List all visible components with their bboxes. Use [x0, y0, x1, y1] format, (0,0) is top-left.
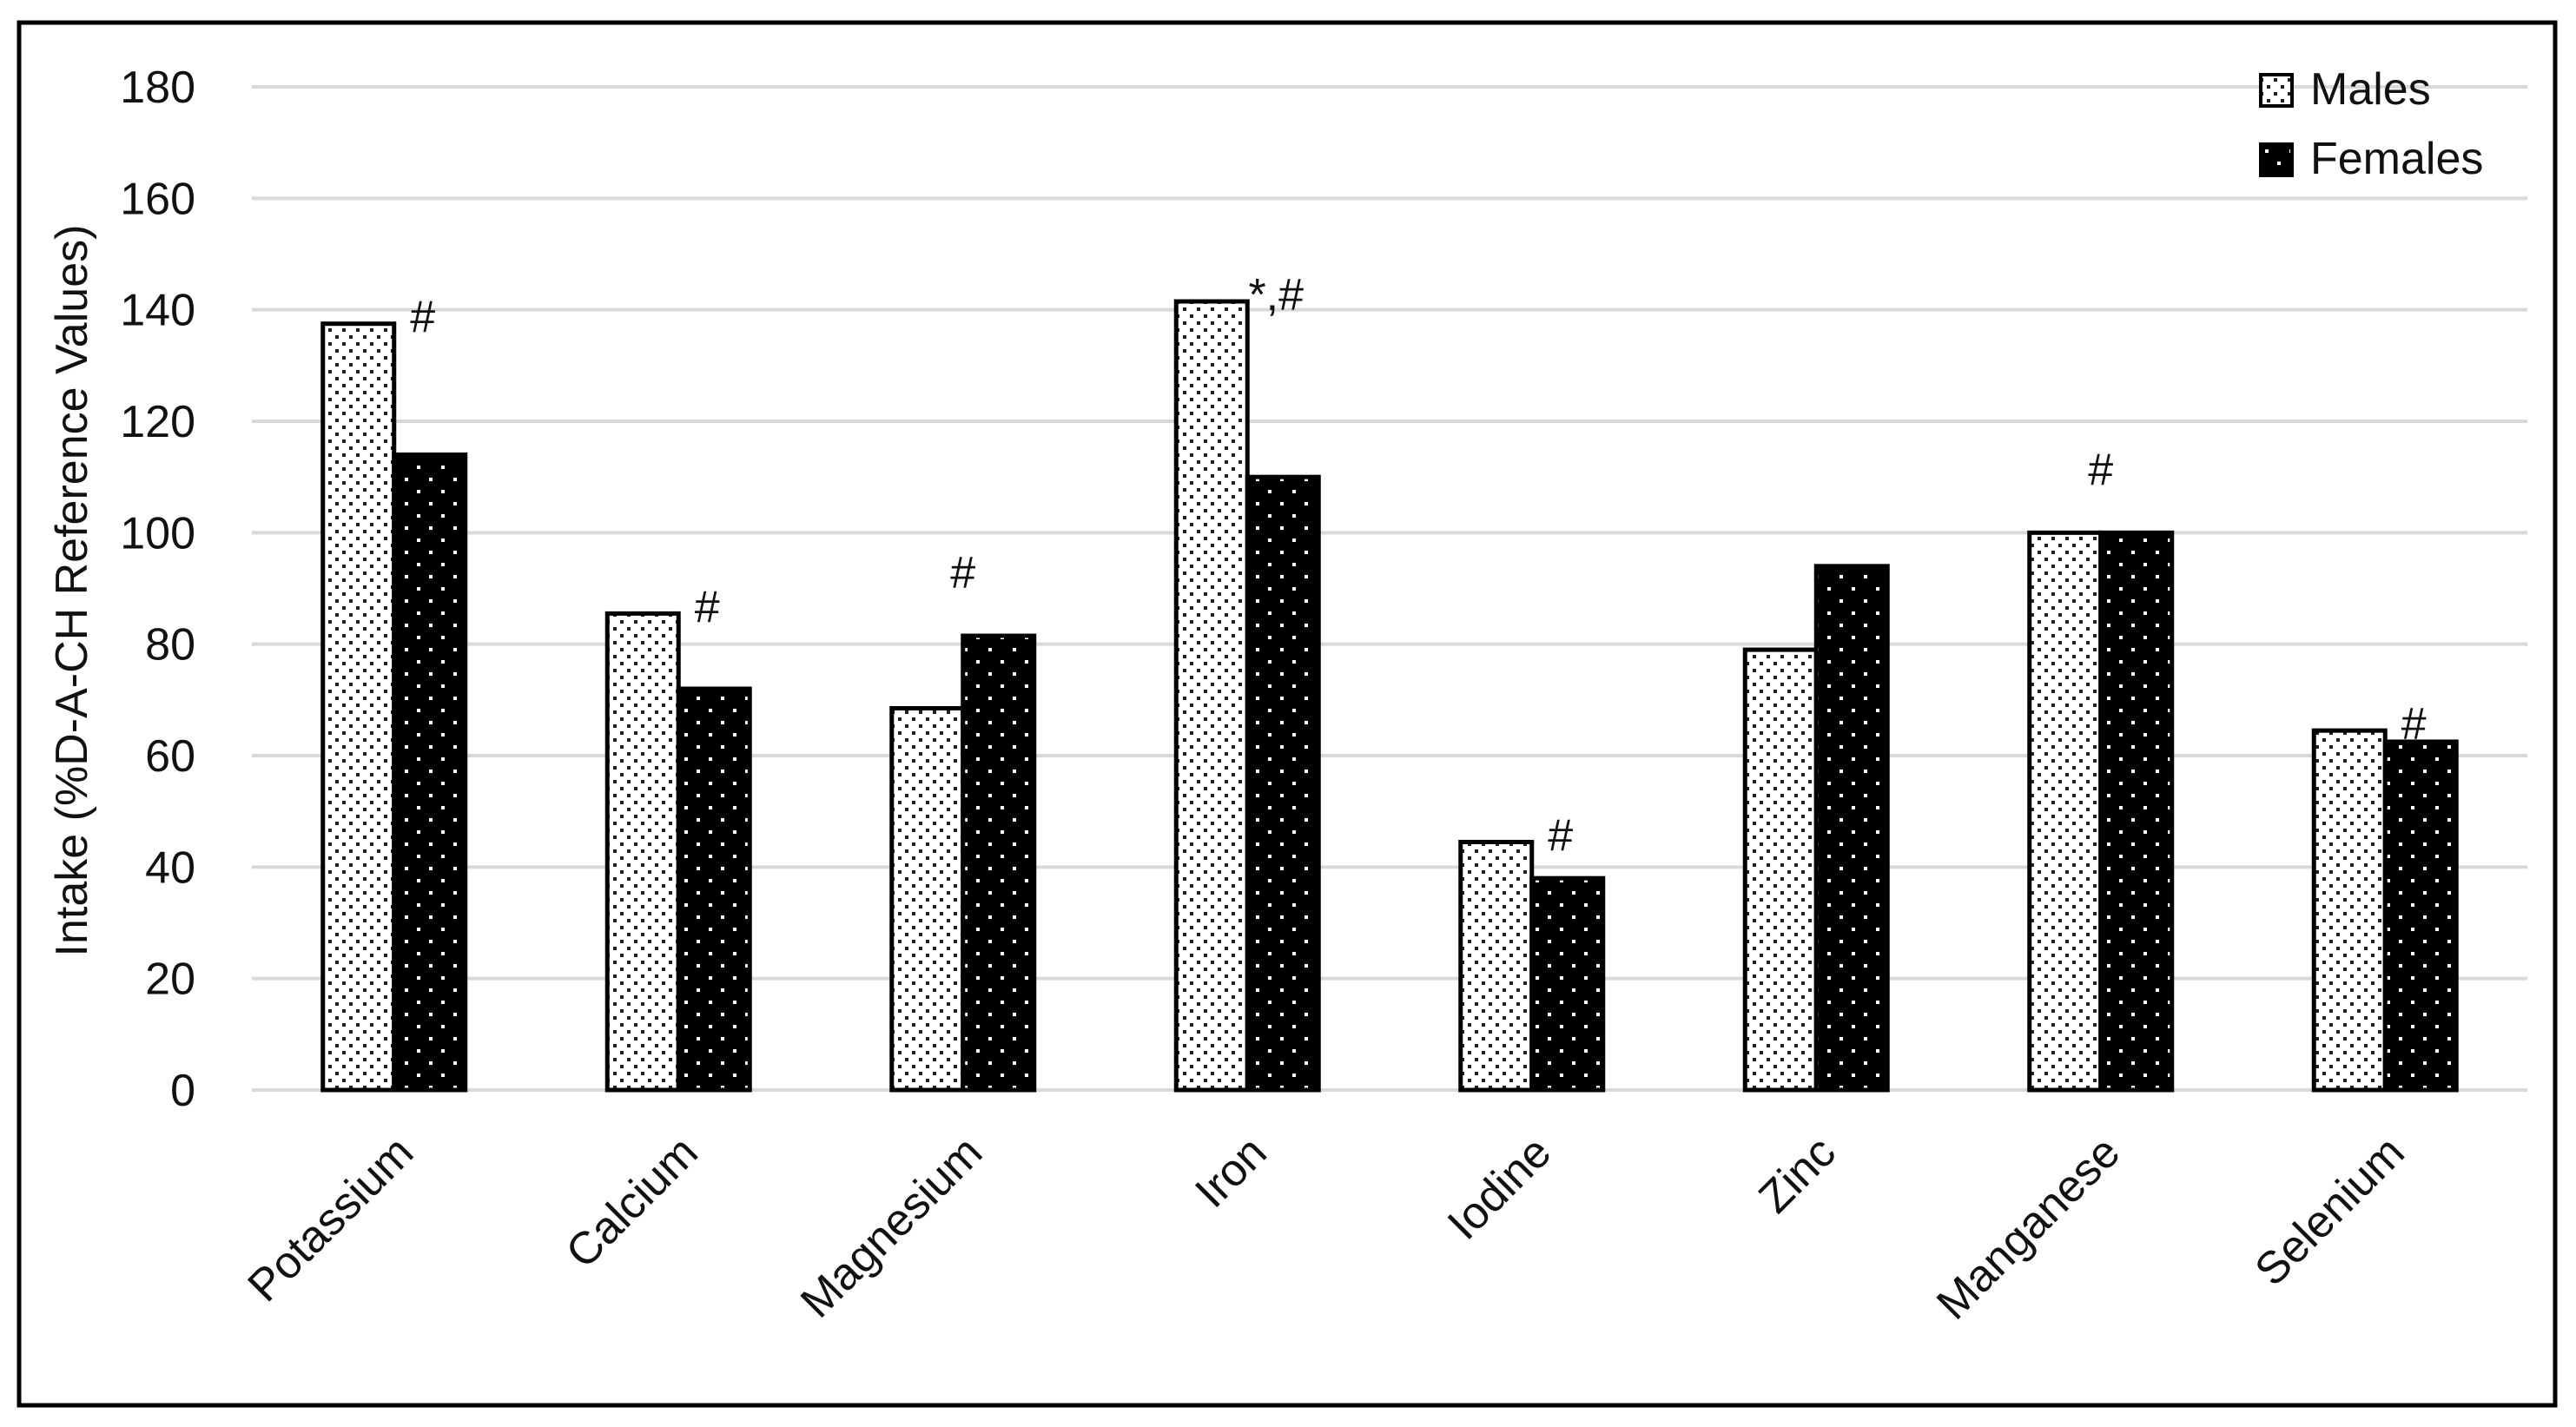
significance-marker: #	[2401, 699, 2427, 750]
bars	[320, 299, 2459, 1093]
bar-males-potassium	[320, 321, 397, 1093]
significance-marker: *,#	[1248, 270, 1304, 320]
bar-females-potassium	[392, 453, 468, 1093]
bar-females-magnesium	[961, 633, 1037, 1093]
legend-label-males: Males	[2310, 64, 2431, 115]
significance-annotations: # # # *,# # # #	[410, 270, 2427, 861]
bar-males-iron	[1173, 299, 1250, 1093]
y-tick-label: 100	[120, 508, 195, 558]
legend-swatch-males	[2259, 73, 2294, 108]
y-axis-title: Intake (%D-A-CH Reference Values)	[47, 225, 97, 957]
significance-marker: #	[2088, 445, 2113, 495]
y-tick-label: 20	[145, 955, 195, 1005]
bar-females-iron	[1245, 474, 1321, 1093]
y-tick-label: 180	[120, 63, 195, 113]
significance-marker: #	[695, 582, 720, 632]
bar-males-magnesium	[889, 705, 966, 1093]
y-tick-label: 60	[145, 731, 195, 782]
y-tick-label: 0	[170, 1066, 195, 1116]
bar-males-iodine	[1458, 839, 1535, 1093]
significance-marker: #	[950, 548, 975, 598]
bar-females-iodine	[1529, 875, 1606, 1093]
y-tick-label: 120	[120, 397, 195, 447]
y-tick-label: 80	[145, 620, 195, 671]
legend: Males Females	[2259, 64, 2483, 184]
bar-females-manganese	[2098, 530, 2175, 1093]
y-axis-ticks: 0 20 40 60 80 100 120 140 160 180	[120, 63, 195, 1116]
bar-males-manganese	[2027, 530, 2104, 1093]
bar-males-zinc	[1742, 647, 1819, 1093]
legend-swatch-females	[2259, 142, 2294, 177]
bar-males-selenium	[2311, 728, 2388, 1093]
y-tick-label: 140	[120, 286, 195, 336]
bar-females-selenium	[2382, 739, 2459, 1093]
significance-marker: #	[410, 293, 435, 343]
legend-label-females: Females	[2310, 134, 2483, 184]
significance-marker: #	[1548, 810, 1573, 861]
y-tick-label: 40	[145, 842, 195, 893]
bar-males-calcium	[604, 611, 681, 1093]
bar-females-calcium	[676, 686, 752, 1093]
y-tick-label: 160	[120, 174, 195, 224]
bar-females-zinc	[1813, 564, 1890, 1093]
